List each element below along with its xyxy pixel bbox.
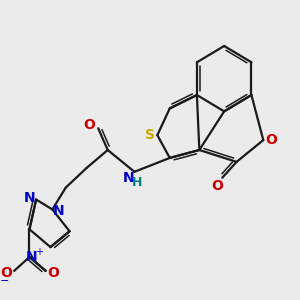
Text: −: − [0, 276, 9, 286]
Text: N: N [26, 250, 37, 264]
Text: N: N [123, 171, 134, 185]
Text: H: H [132, 176, 142, 189]
Text: O: O [84, 118, 95, 132]
Text: O: O [265, 133, 277, 147]
Text: O: O [1, 266, 13, 280]
Text: O: O [212, 179, 224, 193]
Text: N: N [53, 204, 65, 218]
Text: O: O [47, 266, 59, 280]
Text: S: S [145, 128, 155, 142]
Text: +: + [35, 247, 43, 257]
Text: N: N [24, 190, 35, 205]
